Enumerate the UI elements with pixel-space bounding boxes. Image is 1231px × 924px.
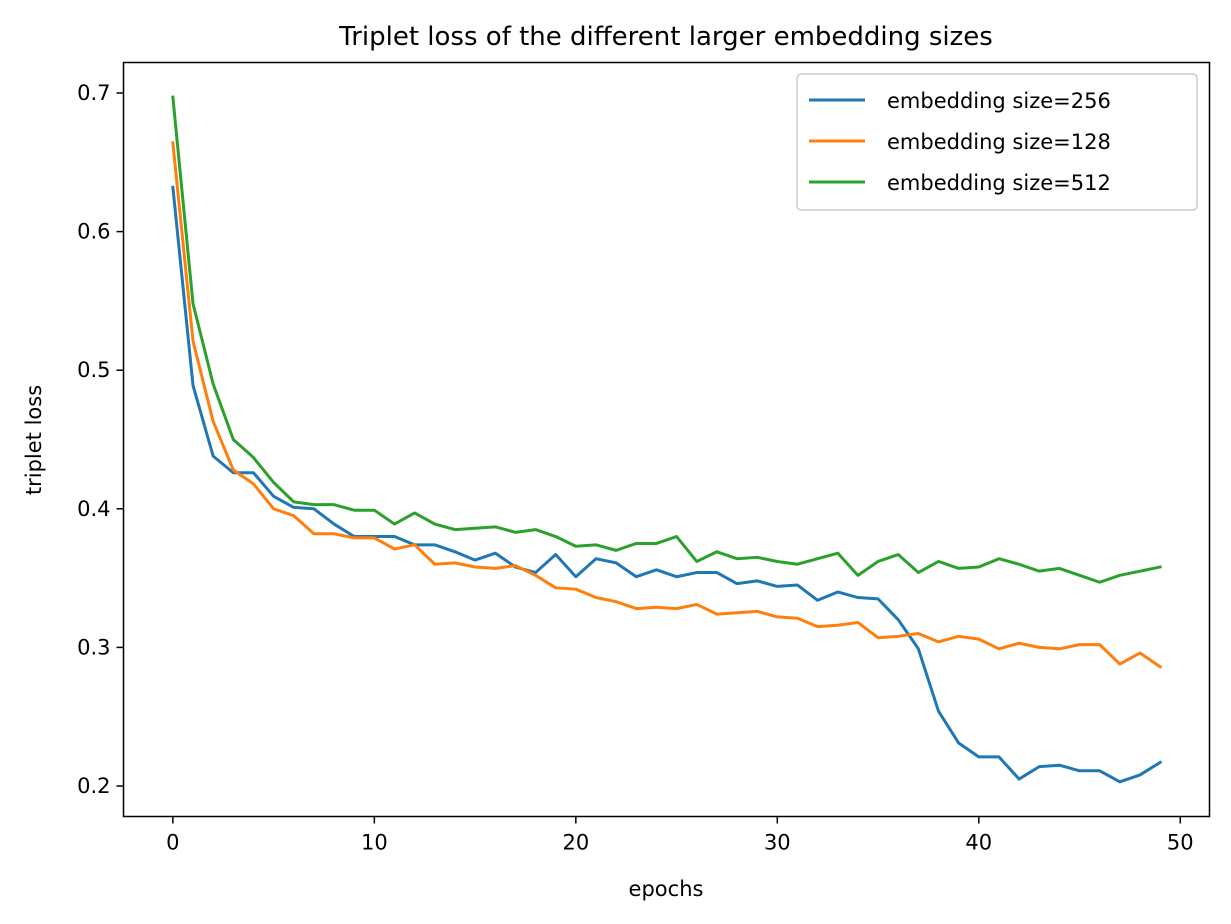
y-axis-label: triplet loss — [22, 385, 46, 495]
series-layer — [171, 95, 1163, 784]
y-tick-label: 0.2 — [77, 774, 110, 798]
legend-label-1: embedding size=128 — [887, 130, 1111, 154]
x-axis-label: epochs — [629, 877, 704, 901]
x-tick-label: 10 — [361, 831, 388, 855]
y-tick-label: 0.5 — [77, 358, 110, 382]
y-axis: 0.2 0.3 0.4 0.5 0.6 0.7 — [77, 81, 124, 798]
y-tick-label: 0.3 — [77, 635, 110, 659]
legend-box — [796, 73, 1198, 211]
legend-label-2: embedding size=512 — [887, 171, 1111, 195]
x-tick-label: 30 — [764, 831, 791, 855]
y-tick-label: 0.4 — [77, 497, 110, 521]
series-line-1 — [171, 141, 1163, 669]
series-line-2 — [171, 95, 1162, 584]
x-axis: 0 10 20 30 40 50 — [166, 816, 1194, 855]
y-tick-label: 0.7 — [77, 81, 110, 105]
legend-label-0: embedding size=256 — [887, 89, 1111, 113]
x-tick-label: 50 — [1167, 831, 1194, 855]
legend: embedding size=256 embedding size=128 embe… — [796, 73, 1198, 211]
x-tick-label: 40 — [965, 831, 992, 855]
x-tick-label: 0 — [166, 831, 179, 855]
chart-title: Triplet loss of the different larger emb… — [338, 22, 993, 52]
plot-frame — [122, 61, 1211, 818]
series-line-0 — [171, 185, 1163, 784]
x-tick-label: 20 — [562, 831, 589, 855]
y-tick-label: 0.6 — [77, 220, 110, 244]
